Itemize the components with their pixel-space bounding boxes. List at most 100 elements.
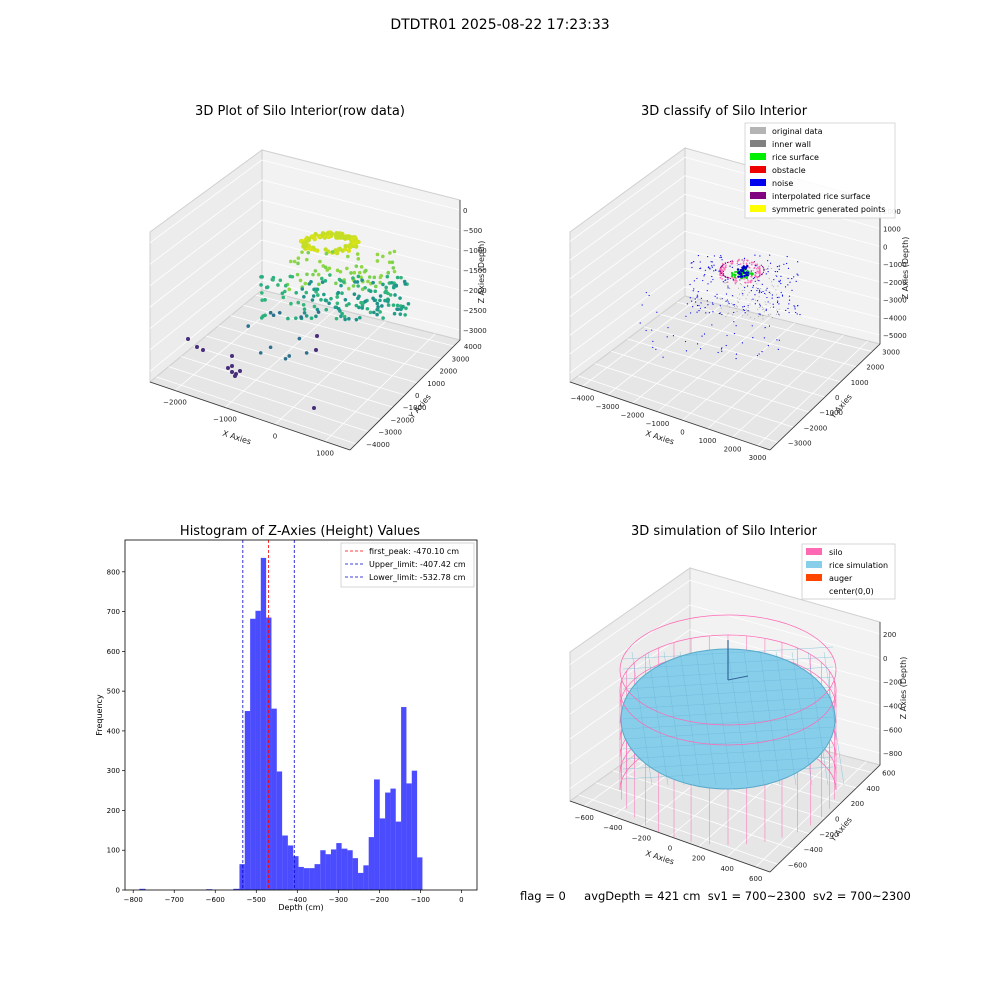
classified-point [752,337,754,339]
classified-point [754,278,756,280]
scatter-point [295,272,300,277]
histogram-bar [347,850,353,890]
classified-point [721,347,723,349]
classified-point [754,274,757,277]
x-tick-label: 0 [459,896,463,904]
scatter-point [316,293,320,297]
scatter-point [324,251,329,256]
classified-point [747,305,749,307]
classified-point [700,302,702,304]
histogram-xlabel: Depth (cm) [278,903,323,912]
classified-point [764,326,766,329]
classified-point [771,297,773,299]
z-tick-label: −3000 [463,327,487,335]
classified-point [765,303,767,305]
classified-point [739,275,742,278]
classified-point [766,287,768,289]
scatter-point [313,269,318,273]
classified-point [771,284,773,286]
classified-point [745,262,748,265]
classified-point [711,265,713,267]
classified-point [764,292,766,295]
classified-point [690,312,692,314]
classified-point [777,348,779,351]
classified-point [724,282,726,284]
histogram-bar [303,868,310,890]
y-tick-label: −1000 [819,409,843,417]
classified-point [735,357,737,360]
classified-point [799,314,801,316]
classified-point [729,266,731,268]
scatter-point [296,256,301,260]
x-axis-label: X Axies [221,429,252,447]
classified-point [691,300,693,302]
scatter-point [346,286,351,291]
classified-point [786,262,788,265]
classified-point [776,271,779,273]
scatter-point [343,297,348,302]
classified-point [776,296,778,299]
classified-point [697,254,700,257]
scatter-point [367,275,372,279]
classified-point [724,266,727,268]
scatter-point [339,314,343,319]
y-tick-label: −400 [804,846,823,854]
legend-swatch [750,127,766,134]
scatter-point [390,260,395,265]
histogram-frame [124,539,478,891]
classified-point [738,270,741,274]
scatter-point [346,234,352,240]
classify-legend: original data inner wall rice surface obsta… [744,122,896,219]
scatter-point [322,292,326,297]
classified-point [713,264,715,266]
classified-point [778,339,780,341]
classified-point [772,306,775,308]
classified-points [639,254,801,360]
classified-point [745,308,747,310]
classified-point [686,303,688,305]
legend-entry-label: interpolated rice surface [772,192,870,201]
classified-point [672,335,675,337]
classified-point [763,268,765,271]
scatter-point [380,304,384,308]
histogram-bar [250,618,256,890]
classified-point [734,270,737,273]
silo-wireframe [619,614,845,845]
y-tick-label: 0 [415,392,419,400]
legend-entry-label: original data [772,127,823,136]
classified-point [777,313,779,315]
y-tick-label: 600 [107,648,120,656]
classified-point [689,283,691,286]
classified-point [700,297,702,299]
classified-point [699,307,702,309]
classified-point [763,337,765,339]
scatter-point [389,280,394,285]
classified-point [696,294,699,296]
scatter-point [316,310,321,314]
classified-point [698,304,700,307]
classified-point [779,279,781,281]
classified-point [723,275,725,277]
classified-point [778,280,780,282]
classified-point [746,259,749,262]
scatter-point [337,307,341,311]
classified-point [765,273,767,275]
classified-point [721,350,723,352]
classified-point [714,295,716,297]
classified-point [767,268,769,270]
scatter-point [271,313,276,318]
classified-point [757,271,760,273]
scatter-point [375,312,379,317]
classified-point [746,285,749,287]
classified-point [755,272,758,274]
scatter-point [312,406,316,410]
classified-point [703,333,706,335]
z-axis-label: Z Axies (Depth) [901,237,910,300]
scatter-point [340,291,344,295]
classified-point [787,284,789,286]
classified-point [752,285,755,287]
classified-point [743,274,746,278]
z-tick-label: −600 [883,726,902,734]
classified-point [729,277,731,280]
classified-point [666,336,668,338]
